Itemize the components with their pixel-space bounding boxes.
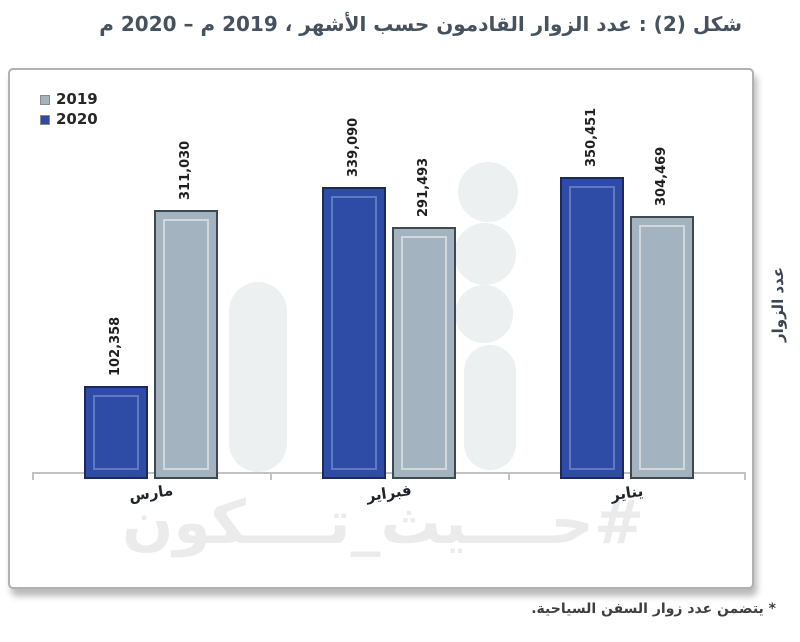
watermark-hashtag: #حــــيث_تــــكون — [122, 488, 644, 558]
bar-2019-jan — [630, 216, 694, 479]
legend: 2019 2020 — [40, 92, 98, 132]
y-axis-title: عدد الزوار — [769, 266, 787, 342]
bar-value-label: 291,493 — [416, 157, 431, 217]
bar-2019-feb — [392, 227, 456, 479]
bar-value-label: 304,469 — [654, 146, 669, 206]
legend-label-2019: 2019 — [56, 90, 98, 108]
x-axis-label: فبراير — [365, 480, 413, 506]
chart-panel: 2019 2020 #حــــيث_تــــكون 102,358 311,0… — [8, 68, 754, 589]
watermark-shape — [458, 162, 518, 222]
bar-value-label: 311,030 — [178, 140, 193, 200]
x-axis-tick — [270, 473, 272, 480]
bar-value-label: 102,358 — [108, 316, 123, 376]
bar-2020-feb — [322, 187, 386, 479]
x-axis-label: يناير — [609, 481, 645, 505]
bar-value-label: 339,090 — [346, 117, 361, 177]
watermark-shape — [464, 345, 516, 470]
legend-swatch-2019 — [40, 94, 50, 105]
plot-area: 102,358 311,030 مارس 339,090 291,493 فبراير 35… — [32, 70, 746, 510]
x-axis-tick — [508, 473, 510, 480]
chart-title: شكل (2) : عدد الزوار القادمون حسب الأشهر… — [99, 12, 742, 36]
legend-item-2019: 2019 — [40, 92, 98, 107]
legend-label-2020: 2020 — [56, 110, 98, 128]
legend-swatch-2020 — [40, 114, 50, 125]
x-axis-tick — [744, 473, 746, 480]
bar-2020-mar — [84, 386, 148, 479]
bar-value-label: 350,451 — [584, 107, 599, 167]
x-axis-tick — [32, 473, 34, 480]
bar-2020-jan — [560, 177, 624, 479]
x-axis-line — [32, 472, 746, 474]
x-axis-label: مارس — [127, 481, 175, 505]
watermark-shape — [455, 285, 513, 343]
watermark-shape — [229, 282, 287, 472]
legend-item-2020: 2020 — [40, 112, 98, 127]
footnote: * يتضمن عدد زوار السفن السياحية. — [531, 601, 776, 617]
watermark-shape — [454, 223, 516, 285]
bar-2019-mar — [154, 210, 218, 479]
